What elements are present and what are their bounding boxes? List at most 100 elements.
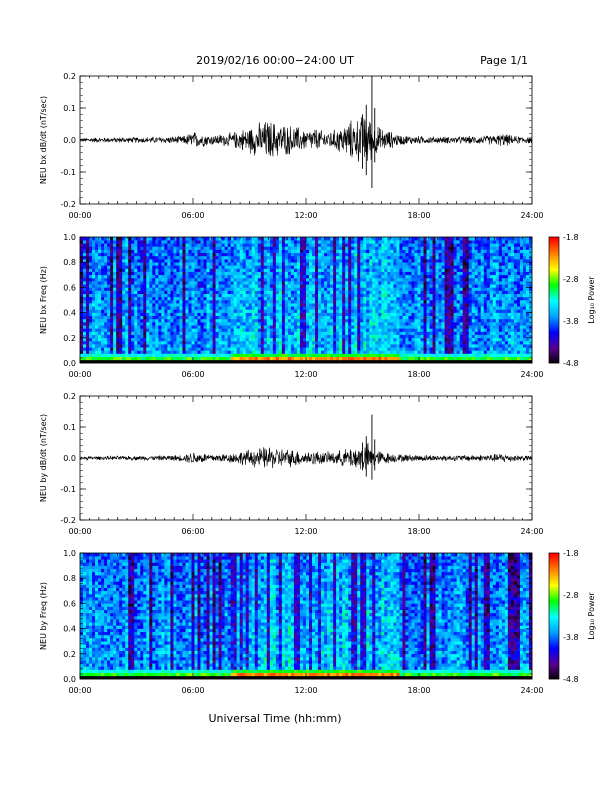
spectrogram-cell — [354, 335, 357, 338]
spectrogram-cell — [436, 297, 439, 300]
spectrogram-cell — [195, 240, 198, 243]
spectrogram-cell — [155, 262, 158, 265]
spectrogram-cell — [237, 256, 240, 259]
spectrogram-cell — [330, 350, 333, 353]
spectrogram-cell — [384, 341, 387, 344]
spectrogram-cell — [234, 313, 237, 316]
spectrogram-cell — [231, 338, 234, 341]
spectrogram-cell — [216, 316, 219, 319]
spectrogram-cell — [128, 269, 131, 272]
spectrogram-cell — [225, 250, 228, 253]
spectrogram-cell — [264, 322, 267, 325]
spectrogram-cell — [378, 354, 381, 357]
spectrogram-cell — [372, 350, 375, 353]
spectrogram-cell — [261, 350, 264, 353]
spectrogram-cell — [237, 338, 240, 341]
spectrogram-cell — [417, 347, 420, 350]
spectrogram-cell — [107, 338, 110, 341]
spectrogram-cell — [213, 350, 216, 353]
spectrogram-cell — [213, 338, 216, 341]
spectrogram-cell — [125, 246, 128, 249]
spectrogram-cell — [324, 269, 327, 272]
spectrogram-cell — [363, 262, 366, 265]
spectrogram-cell — [80, 278, 83, 281]
spectrogram-cell — [234, 344, 237, 347]
spectrogram-cell — [149, 322, 152, 325]
spectrogram-cell — [330, 294, 333, 297]
spectrogram-cell — [342, 275, 345, 278]
spectrogram-cell — [219, 344, 222, 347]
spectrogram-cell — [285, 303, 288, 306]
spectrogram-cell — [140, 294, 143, 297]
spectrogram-cell — [276, 303, 279, 306]
spectrogram-cell — [185, 262, 188, 265]
spectrogram-cell — [318, 256, 321, 259]
spectrogram-cell — [122, 354, 125, 357]
spectrogram-cell — [267, 281, 270, 284]
spectrogram-cell — [234, 347, 237, 350]
spectrogram-cell — [191, 332, 194, 335]
spectrogram-cell — [243, 275, 246, 278]
spectrogram-cell — [291, 275, 294, 278]
spectrogram-cell — [95, 306, 98, 309]
spectrogram-cell — [246, 278, 249, 281]
spectrogram-cell — [375, 265, 378, 268]
spectrogram-cell — [195, 297, 198, 300]
spectrogram-cell — [176, 278, 179, 281]
spectrogram-cell — [246, 357, 249, 360]
spectrogram-cell — [378, 265, 381, 268]
spectrogram-cell — [408, 240, 411, 243]
spectrogram-cell — [390, 313, 393, 316]
spectrogram-cell — [95, 313, 98, 316]
spectrogram-cell — [402, 237, 405, 240]
spectrogram-cell — [408, 319, 411, 322]
spectrogram-cell — [198, 341, 201, 344]
spectrogram-cell — [433, 237, 436, 240]
spectrogram-cell — [231, 344, 234, 347]
spectrogram-cell — [273, 328, 276, 331]
spectrogram-cell — [378, 350, 381, 353]
spectrogram-cell — [167, 275, 170, 278]
spectrogram-cell — [83, 281, 86, 284]
spectrogram-cell — [342, 347, 345, 350]
spectrogram-cell — [210, 246, 213, 249]
spectrogram-cell — [321, 265, 324, 268]
spectrogram-cell — [188, 246, 191, 249]
spectrogram-cell — [240, 275, 243, 278]
spectrogram-cell — [207, 338, 210, 341]
spectrogram-cell — [333, 253, 336, 256]
spectrogram-cell — [442, 338, 445, 341]
spectrogram-cell — [414, 338, 417, 341]
spectrogram-cell — [210, 325, 213, 328]
spectrogram-cell — [86, 265, 89, 268]
spectrogram-cell — [309, 246, 312, 249]
spectrogram-cell — [161, 328, 164, 331]
spectrogram-cell — [297, 357, 300, 360]
spectrogram-cell — [131, 347, 134, 350]
spectrogram-cell — [258, 265, 261, 268]
spectrogram-cell — [113, 281, 116, 284]
spectrogram-cell — [390, 338, 393, 341]
spectrogram-cell — [288, 328, 291, 331]
spectrogram-cell — [176, 275, 179, 278]
spectrogram-cell — [436, 347, 439, 350]
spectrogram-cell — [315, 291, 318, 294]
spectrogram-cell — [387, 347, 390, 350]
spectrogram-cell — [207, 325, 210, 328]
spectrogram-cell — [354, 347, 357, 350]
spectrogram-cell — [176, 344, 179, 347]
spectrogram-cell — [116, 250, 119, 253]
spectrogram-cell — [222, 313, 225, 316]
spectrogram-cell — [134, 269, 137, 272]
spectrogram-cell — [101, 316, 104, 319]
spectrogram-cell — [387, 246, 390, 249]
spectrogram-cell — [414, 256, 417, 259]
spectrogram-cell — [240, 306, 243, 309]
spectrogram-cell — [234, 281, 237, 284]
spectrogram-cell — [198, 303, 201, 306]
spectrogram-cell — [170, 309, 173, 312]
spectrogram-cell — [436, 237, 439, 240]
spectrogram-cell — [95, 335, 98, 338]
spectrogram-cell — [424, 316, 427, 319]
spectrogram-cell — [89, 322, 92, 325]
